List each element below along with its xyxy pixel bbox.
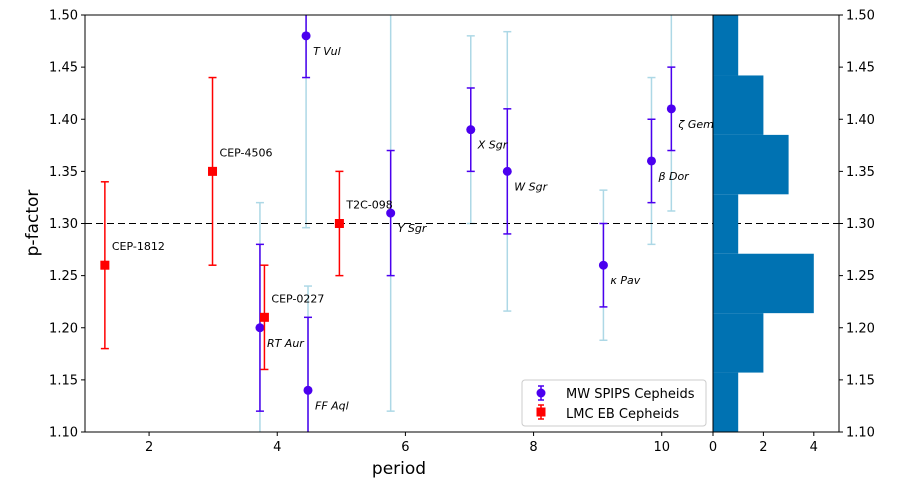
y-tick-label-left-7: 1.45 [49, 61, 78, 76]
legend-lmc-marker [536, 407, 546, 417]
mw-point-4-marker [466, 125, 476, 135]
hist-x-tick-label-2: 4 [810, 440, 818, 455]
y-tick-label-left-4: 1.30 [49, 217, 78, 232]
y-tick-label-right-3: 1.25 [846, 269, 875, 284]
lmc-point-2-label: CEP-0227 [271, 292, 324, 305]
mw-point-0-marker [301, 31, 311, 41]
y-tick-label-left-3: 1.25 [49, 269, 78, 284]
x-tick-label-3: 8 [529, 440, 537, 455]
histogram-bar-3 [713, 194, 739, 254]
lmc-point-0-marker [100, 260, 110, 270]
y-tick-label-left-5: 1.35 [49, 165, 78, 180]
y-tick-label-left-2: 1.20 [49, 321, 78, 336]
lmc-point-1-marker [208, 166, 218, 176]
lmc-point-3-label: T2C-098 [345, 199, 392, 212]
mw-point-3-marker [386, 208, 396, 218]
y-tick-label-left-1: 1.15 [49, 373, 78, 388]
y-tick-label-right-1: 1.15 [846, 373, 875, 388]
mw-point-4-label: X Sgr [477, 139, 509, 152]
histogram-frame [712, 14, 840, 433]
histogram-bar-6 [713, 15, 739, 76]
y-tick-label-right-8: 1.50 [846, 9, 875, 24]
legend-box [521, 379, 707, 427]
legend-mw-marker [536, 388, 546, 398]
x-tick-label-4: 10 [653, 440, 670, 455]
mw-point-1-marker [255, 323, 265, 333]
mw-point-1-label: RT Aur [267, 337, 305, 350]
mw-point-6-label: κ Pav [610, 274, 640, 287]
y-tick-label-left-6: 1.40 [49, 113, 78, 128]
legend-mw-label: MW SPIPS Cepheids [566, 387, 695, 402]
lmc-point-1-label: CEP-4506 [220, 146, 273, 159]
mw-point-5-label: W Sgr [514, 180, 548, 193]
hist-x-tick-label-0: 0 [709, 440, 717, 455]
mw-point-8-label: ζ Gem [677, 118, 714, 131]
mw-point-2-label: FF Aql [315, 399, 349, 412]
lmc-point-3-marker [334, 219, 344, 228]
y-tick-label-right-4: 1.30 [846, 217, 875, 232]
histogram-bar-0 [713, 372, 739, 432]
y-tick-label-right-5: 1.35 [846, 165, 875, 180]
y-tick-label-left-8: 1.50 [49, 9, 78, 24]
y-tick-label-right-2: 1.20 [846, 321, 875, 336]
mw-point-6-marker [598, 260, 608, 270]
x-tick-label-0: 2 [145, 440, 153, 455]
histogram-bar-1 [713, 313, 764, 373]
x-tick-label-2: 6 [401, 440, 409, 455]
histogram-bar-2 [713, 253, 814, 314]
y-tick-label-right-0: 1.10 [846, 426, 875, 441]
mw-point-5-marker [502, 166, 512, 176]
x-tick-label-1: 4 [273, 440, 281, 455]
lmc-point-2-marker [259, 312, 269, 322]
legend: MW SPIPS Cepheids LMC EB Cepheids [521, 379, 707, 427]
histogram-bar-5 [713, 75, 764, 135]
x-axis-label: period [372, 459, 426, 479]
mw-point-2-marker [303, 385, 313, 395]
hist-x-tick-label-1: 2 [759, 440, 767, 455]
histogram-bar-4 [713, 134, 789, 195]
mw-point-8-marker [666, 104, 676, 114]
y-tick-label-right-6: 1.40 [846, 113, 875, 128]
mw-point-7-label: β Dor [657, 170, 690, 183]
y-tick-label-left-0: 1.10 [49, 426, 78, 441]
legend-lmc-label: LMC EB Cepheids [566, 407, 679, 422]
mw-point-7-marker [646, 156, 656, 166]
y-tick-label-right-7: 1.45 [846, 61, 875, 76]
mw-point-0-label: T Vul [313, 45, 341, 58]
mw-point-3-label: Y Sgr [398, 222, 428, 235]
y-axis-label: p-factor [23, 190, 43, 257]
lmc-point-0-label: CEP-1812 [112, 240, 165, 253]
